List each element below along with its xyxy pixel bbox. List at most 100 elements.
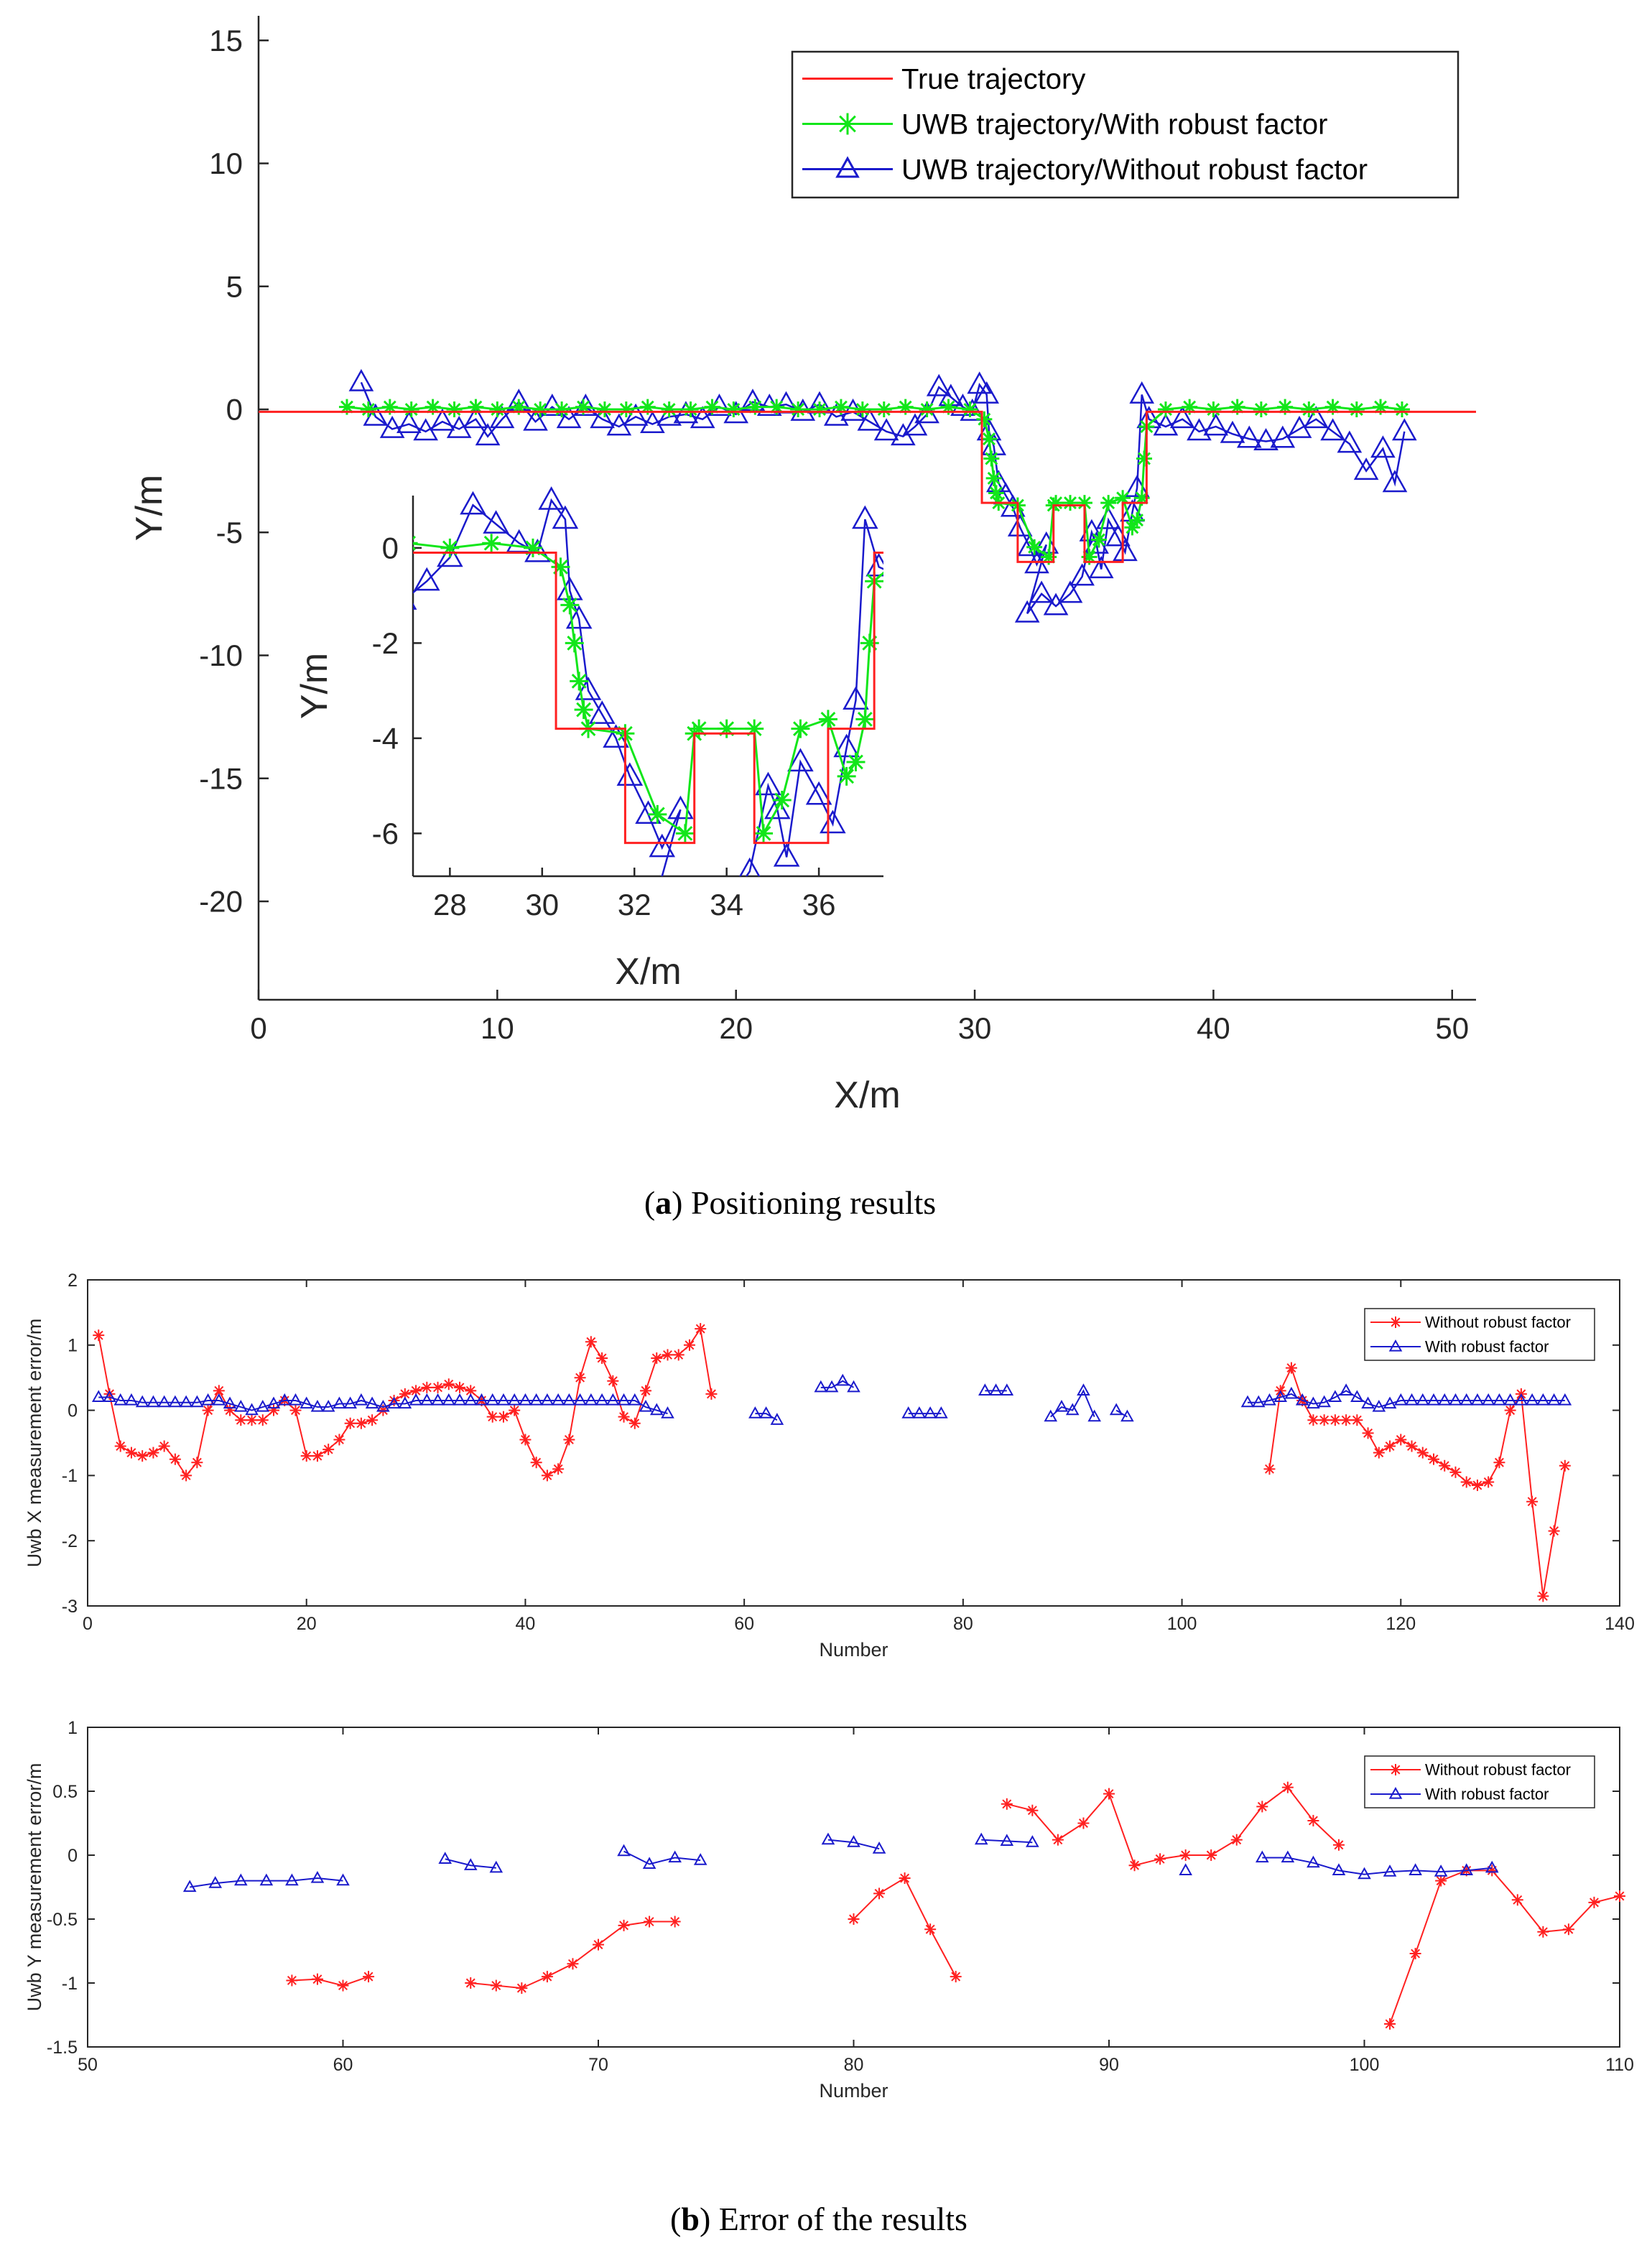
star-stroke [465, 1978, 475, 1988]
point-uwb-trajectory-with-robust-factor [1062, 495, 1078, 511]
point-without-robust-factor [1526, 1495, 1539, 1508]
point-uwb-trajectory-with-robust-factor [360, 401, 376, 417]
star-stroke [1207, 403, 1220, 416]
y-axis-label: Y/m [129, 475, 170, 541]
star-stroke [455, 1383, 465, 1393]
star-stroke [1352, 1415, 1362, 1425]
point-uwb-trajectory-without-robust-factor [556, 406, 582, 429]
point-uwb-trajectory-with-robust-factor [876, 401, 892, 417]
point-uwb-trajectory-without-robust-factor [483, 510, 509, 534]
y-tick-label: 0 [68, 1401, 78, 1421]
y-tick-label: -6 [372, 817, 399, 850]
point-without-robust-factor [1537, 1590, 1549, 1602]
point-without-robust-factor [1384, 2017, 1396, 2030]
point-without-robust-factor [311, 1450, 323, 1462]
point-with-robust-factor [1358, 1867, 1371, 1880]
point-with-robust-factor [1434, 1864, 1448, 1877]
star-stroke [1374, 1448, 1384, 1458]
point-uwb-trajectory-without-robust-factor [1057, 580, 1083, 603]
point-without-robust-factor [1332, 1839, 1345, 1851]
point-without-robust-factor [574, 1372, 586, 1384]
point-without-robust-factor [924, 1923, 937, 1936]
star-stroke [963, 403, 977, 416]
star-stroke [426, 400, 440, 414]
star-stroke [302, 1451, 312, 1461]
point-with-robust-factor [562, 1393, 576, 1406]
star-stroke [363, 1972, 373, 1982]
star-stroke [674, 1350, 684, 1360]
y-error-chart: 50 60 70 80 90 100 110 1 0.5 0 -0.5 -1 -1.5 Number Uwb… [24, 1718, 1634, 2102]
star-stroke [951, 1972, 961, 1982]
star-stroke [287, 1975, 297, 1985]
y-tick-label: 2 [68, 1271, 78, 1291]
star-stroke [148, 1448, 158, 1458]
point-without-robust-factor [541, 1971, 553, 1983]
star-stroke [1302, 403, 1316, 416]
point-uwb-trajectory-with-robust-factor [1373, 399, 1389, 415]
point-without-robust-factor [1395, 1434, 1407, 1446]
point-without-robust-factor [202, 1404, 214, 1416]
point-with-robust-factor [113, 1393, 128, 1406]
star-stroke [411, 1385, 421, 1396]
star-stroke [1279, 400, 1292, 414]
point-with-robust-factor [529, 1393, 543, 1406]
point-with-robust-factor [135, 1395, 149, 1408]
point-with-robust-factor [208, 1876, 223, 1888]
star-stroke [608, 1376, 618, 1386]
point-with-robust-factor [157, 1395, 171, 1408]
point-with-robust-factor [1307, 1855, 1320, 1868]
point-without-robust-factor [651, 1352, 663, 1364]
point-uwb-trajectory-with-robust-factor [1100, 495, 1117, 511]
point-with-robust-factor [923, 1406, 937, 1418]
point-uwb-trajectory-with-robust-factor [489, 401, 506, 417]
inset-chart: 28 30 32 34 36 0 -2 -4 -6 X/m Y/m [294, 486, 883, 993]
point-without-robust-factor [363, 1971, 375, 1983]
star-stroke [571, 673, 587, 689]
point-uwb-trajectory-with-robust-factor [1348, 401, 1365, 417]
star-stroke [985, 452, 998, 465]
y-tick-label: 0 [68, 1846, 78, 1866]
star-stroke [567, 635, 583, 651]
star-stroke [575, 1373, 585, 1383]
point-with-robust-factor [463, 1858, 478, 1870]
point-without-robust-factor [618, 1411, 630, 1423]
y-axis-label: Y/m [294, 653, 335, 719]
point-without-robust-factor [1435, 1875, 1447, 1887]
star-stroke [361, 403, 375, 416]
series-line-with-robust-factor [981, 1839, 1033, 1844]
y-tick-label: 1 [68, 1336, 78, 1356]
point-with-robust-factor [1000, 1383, 1014, 1396]
star-stroke [1053, 1835, 1063, 1845]
point-with-robust-factor [606, 1393, 620, 1406]
point-with-robust-factor [1437, 1393, 1452, 1406]
point-without-robust-factor [1351, 1414, 1363, 1426]
point-with-robust-factor [1000, 1834, 1014, 1847]
star-stroke [677, 825, 693, 841]
star-stroke [338, 1981, 348, 1991]
point-with-robust-factor [1087, 1409, 1101, 1422]
point-uwb-trajectory-without-robust-factor [348, 368, 374, 391]
point-uwb-trajectory-without-robust-factor [773, 842, 800, 867]
point-with-robust-factor [872, 1842, 886, 1854]
point-with-robust-factor [974, 1832, 988, 1845]
point-without-robust-factor [950, 1971, 962, 1983]
point-without-robust-factor [607, 1375, 619, 1387]
star-stroke [1028, 540, 1041, 554]
x-tick-label: 10 [481, 1011, 514, 1045]
legend-marker-without-robust-factor [1390, 1316, 1401, 1328]
point-without-robust-factor [1588, 1896, 1600, 1908]
star-stroke [1334, 1840, 1344, 1850]
point-with-robust-factor [453, 1393, 467, 1406]
point-without-robust-factor [490, 1979, 502, 1992]
series-line-without-robust-factor [1006, 1786, 1340, 1867]
point-with-robust-factor [1054, 1400, 1069, 1412]
point-without-robust-factor [333, 1434, 345, 1446]
point-uwb-trajectory-with-robust-factor [551, 557, 570, 577]
series-line-with-robust-factor [190, 1877, 343, 1888]
point-without-robust-factor [1384, 1440, 1396, 1452]
series-line-without-robust-factor [292, 1976, 369, 1987]
point-uwb-trajectory-with-robust-factor [983, 450, 1000, 467]
point-without-robust-factor [1077, 1817, 1090, 1829]
point-with-robust-factor [1120, 1409, 1134, 1422]
point-uwb-trajectory-with-robust-factor [837, 766, 856, 786]
